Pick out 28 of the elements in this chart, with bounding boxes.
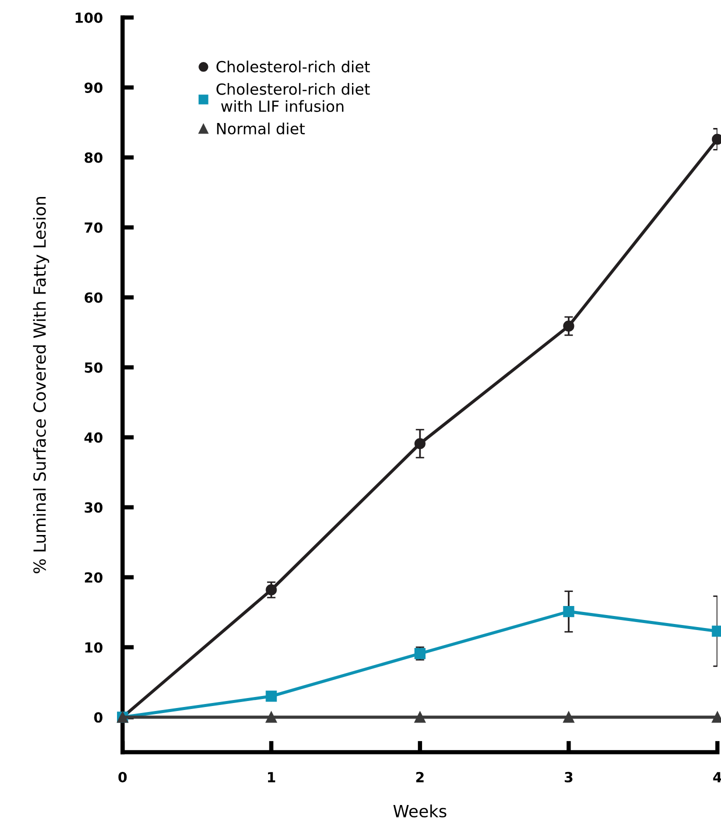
y-tick-label: 100 [76, 12, 102, 23]
x-tick-label: 3 [564, 772, 572, 782]
point [563, 606, 574, 618]
y-tick-label: 40 [84, 432, 102, 443]
y-axis-title: % Luminal Surface Covered With Fatty Lesion [33, 196, 50, 574]
y-tick-label: 70 [84, 222, 102, 233]
y-tick-label: 20 [84, 572, 102, 583]
y-tick-label: 30 [84, 502, 102, 513]
point [414, 712, 426, 723]
x-tick-label: 2 [416, 772, 424, 782]
y-tick-label: 90 [84, 82, 102, 93]
point [563, 712, 574, 723]
y-tick-label: 0 [94, 712, 102, 723]
legend-label: Normal diet [217, 122, 305, 134]
y-tick-label: 60 [84, 292, 102, 303]
y-tick-label: 50 [84, 362, 102, 373]
legend-label: Cholesterol-rich diet with LIF infusion [216, 83, 370, 112]
x-tick-label: 1 [268, 772, 276, 782]
x-tick-label: 0 [118, 772, 127, 782]
point [266, 584, 277, 596]
y-tick-label: 80 [84, 152, 102, 163]
x-axis-title: Weeks [393, 804, 446, 818]
legend-label: Cholesterol-rich diet [216, 60, 370, 72]
point [266, 690, 277, 702]
point [266, 712, 277, 723]
y-tick-label: 10 [85, 642, 102, 653]
point [563, 320, 574, 332]
point [414, 438, 426, 450]
